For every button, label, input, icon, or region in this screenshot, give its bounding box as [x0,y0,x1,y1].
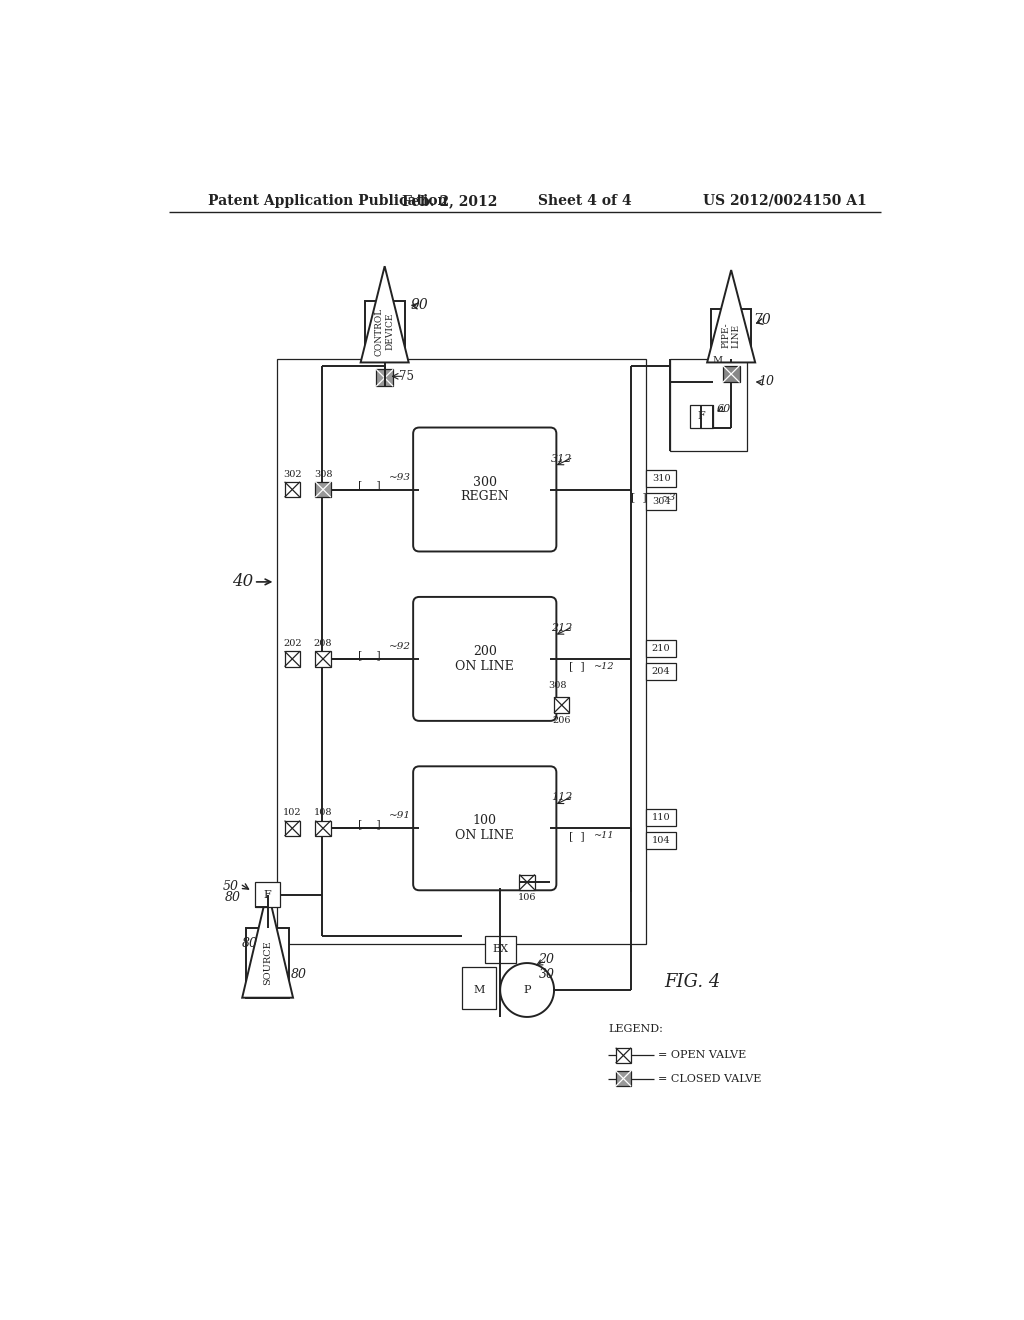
Text: F: F [264,890,271,899]
Bar [365,301,404,363]
Bar [285,821,300,836]
Bar [315,821,331,836]
Text: 208: 208 [313,639,333,648]
Text: = OPEN VALVE: = OPEN VALVE [658,1051,746,1060]
Bar [689,405,713,428]
Text: 310: 310 [652,474,671,483]
Bar [519,874,535,890]
Bar [255,882,280,907]
Text: 300
REGEN: 300 REGEN [461,475,509,503]
Text: 100
ON LINE: 100 ON LINE [456,814,514,842]
Text: 204: 204 [652,667,671,676]
Bar [646,663,676,680]
Text: P: P [523,985,530,995]
Text: Patent Application Publication: Patent Application Publication [208,194,447,207]
Text: 106: 106 [518,894,537,902]
Text: M: M [713,355,722,364]
Text: Feb. 2, 2012: Feb. 2, 2012 [402,194,498,207]
Text: 210: 210 [652,644,671,652]
Bar [315,482,331,498]
Text: ~92: ~92 [389,642,411,651]
FancyBboxPatch shape [413,428,556,552]
Text: 50: 50 [222,879,239,892]
Text: SOURCE: SOURCE [263,941,272,986]
Text: 30: 30 [539,968,554,981]
Text: 102: 102 [283,808,302,817]
Text: F: F [697,412,705,421]
Bar [484,936,515,964]
Text: 212: 212 [551,623,572,634]
Text: ~93: ~93 [389,473,411,482]
Text: ~3: ~3 [663,492,677,502]
Bar [554,697,569,713]
Text: ~91: ~91 [389,812,411,821]
Text: FIG. 4: FIG. 4 [665,973,721,991]
Text: 70: 70 [753,313,771,327]
Text: [  ]: [ ] [631,492,646,502]
Text: [    ]: [ ] [357,820,381,829]
Bar [615,1071,631,1086]
Text: 312: 312 [551,454,572,463]
Text: 202: 202 [283,639,302,648]
Text: 304: 304 [652,498,671,507]
Bar [646,832,676,849]
Text: 10: 10 [758,375,774,388]
Polygon shape [360,267,409,363]
Text: BX: BX [493,944,508,954]
FancyBboxPatch shape [413,597,556,721]
Bar [711,309,752,363]
Text: LEGEND:: LEGEND: [608,1023,663,1034]
Text: 75: 75 [398,370,414,383]
Text: 80: 80 [224,891,241,904]
Text: M: M [474,985,485,995]
Bar [646,809,676,826]
Text: ~11: ~11 [594,832,614,841]
Bar [247,928,289,998]
Text: CONTROL
DEVICE: CONTROL DEVICE [375,308,394,356]
Text: [  ]: [ ] [569,661,585,672]
Text: [    ]: [ ] [357,480,381,491]
Bar [315,651,331,667]
Text: 112: 112 [551,792,572,803]
Polygon shape [708,271,755,363]
Text: 308: 308 [313,470,333,479]
Text: 20: 20 [539,953,554,966]
Text: 104: 104 [652,836,671,845]
Text: 108: 108 [313,808,333,817]
Bar [646,640,676,656]
Text: US 2012/0024150 A1: US 2012/0024150 A1 [703,194,867,207]
FancyBboxPatch shape [413,767,556,890]
Text: 302: 302 [283,470,302,479]
Bar [670,359,746,451]
Text: [    ]: [ ] [357,649,381,660]
Text: 110: 110 [652,813,671,822]
Text: 40: 40 [231,573,253,590]
Text: ~12: ~12 [594,663,614,671]
Bar [615,1048,631,1063]
Polygon shape [500,964,554,1016]
Text: Sheet 4 of 4: Sheet 4 of 4 [538,194,632,207]
Bar [285,651,300,667]
Text: 308: 308 [549,681,567,690]
Text: 206: 206 [553,715,571,725]
Bar [646,470,676,487]
Text: 90: 90 [411,298,428,312]
Text: 60: 60 [717,404,730,413]
Bar [723,366,739,383]
Text: 80: 80 [291,968,307,981]
Text: [  ]: [ ] [569,832,585,841]
Text: 200
ON LINE: 200 ON LINE [456,645,514,673]
Text: PIPE-
LINE: PIPE- LINE [722,322,740,348]
Text: = CLOSED VALVE: = CLOSED VALVE [658,1073,762,1084]
Bar [462,966,497,1010]
Bar [276,359,646,944]
Bar [376,370,393,387]
Text: 80: 80 [242,937,258,950]
Bar [646,494,676,511]
Bar [285,482,300,498]
Polygon shape [243,890,293,998]
